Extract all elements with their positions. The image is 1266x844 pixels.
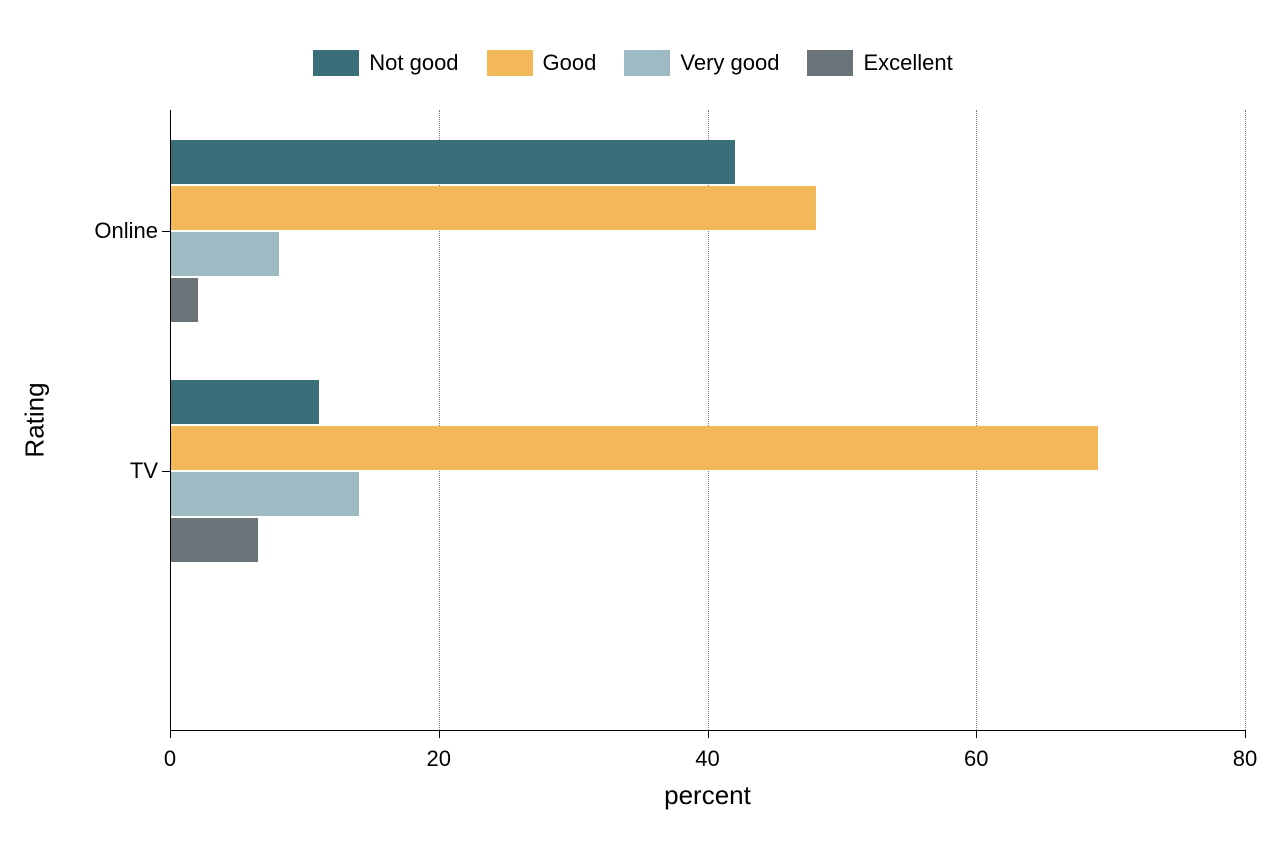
x-tick-mark (708, 730, 709, 738)
legend-label: Excellent (863, 50, 952, 76)
y-tick-mark (162, 231, 170, 232)
grid-line (976, 110, 977, 730)
x-tick-mark (170, 730, 171, 738)
legend-swatch (624, 50, 670, 76)
x-tick-label: 80 (1233, 746, 1257, 772)
x-tick-mark (439, 730, 440, 738)
bar (171, 186, 816, 230)
legend: Not good Good Very good Excellent (0, 50, 1266, 81)
x-tick-label: 0 (164, 746, 176, 772)
plot-area: Rating percent 020406080OnlineTV (170, 110, 1245, 730)
bar (171, 518, 258, 562)
x-tick-mark (1245, 730, 1246, 738)
x-tick-label: 60 (964, 746, 988, 772)
legend-swatch (487, 50, 533, 76)
x-axis-title: percent (664, 780, 751, 811)
bar (171, 380, 319, 424)
grid-line (1245, 110, 1246, 730)
x-tick-mark (976, 730, 977, 738)
legend-item: Excellent (807, 50, 952, 76)
bar (171, 232, 279, 276)
bar (171, 140, 735, 184)
legend-swatch (807, 50, 853, 76)
legend-label: Very good (680, 50, 779, 76)
chart-container: Not good Good Very good Excellent Rating pe… (0, 0, 1266, 844)
bar (171, 426, 1098, 470)
bar (171, 278, 198, 322)
legend-item: Not good (313, 50, 458, 76)
x-axis-line (170, 730, 1245, 731)
y-tick-mark (162, 471, 170, 472)
x-tick-label: 20 (427, 746, 451, 772)
legend-item: Good (487, 50, 597, 76)
y-tick-label: Online (94, 218, 158, 244)
x-tick-label: 40 (695, 746, 719, 772)
legend-label: Good (543, 50, 597, 76)
bar (171, 472, 359, 516)
legend-swatch (313, 50, 359, 76)
y-axis-title: Rating (19, 382, 50, 457)
legend-label: Not good (369, 50, 458, 76)
y-tick-label: TV (130, 458, 158, 484)
legend-item: Very good (624, 50, 779, 76)
